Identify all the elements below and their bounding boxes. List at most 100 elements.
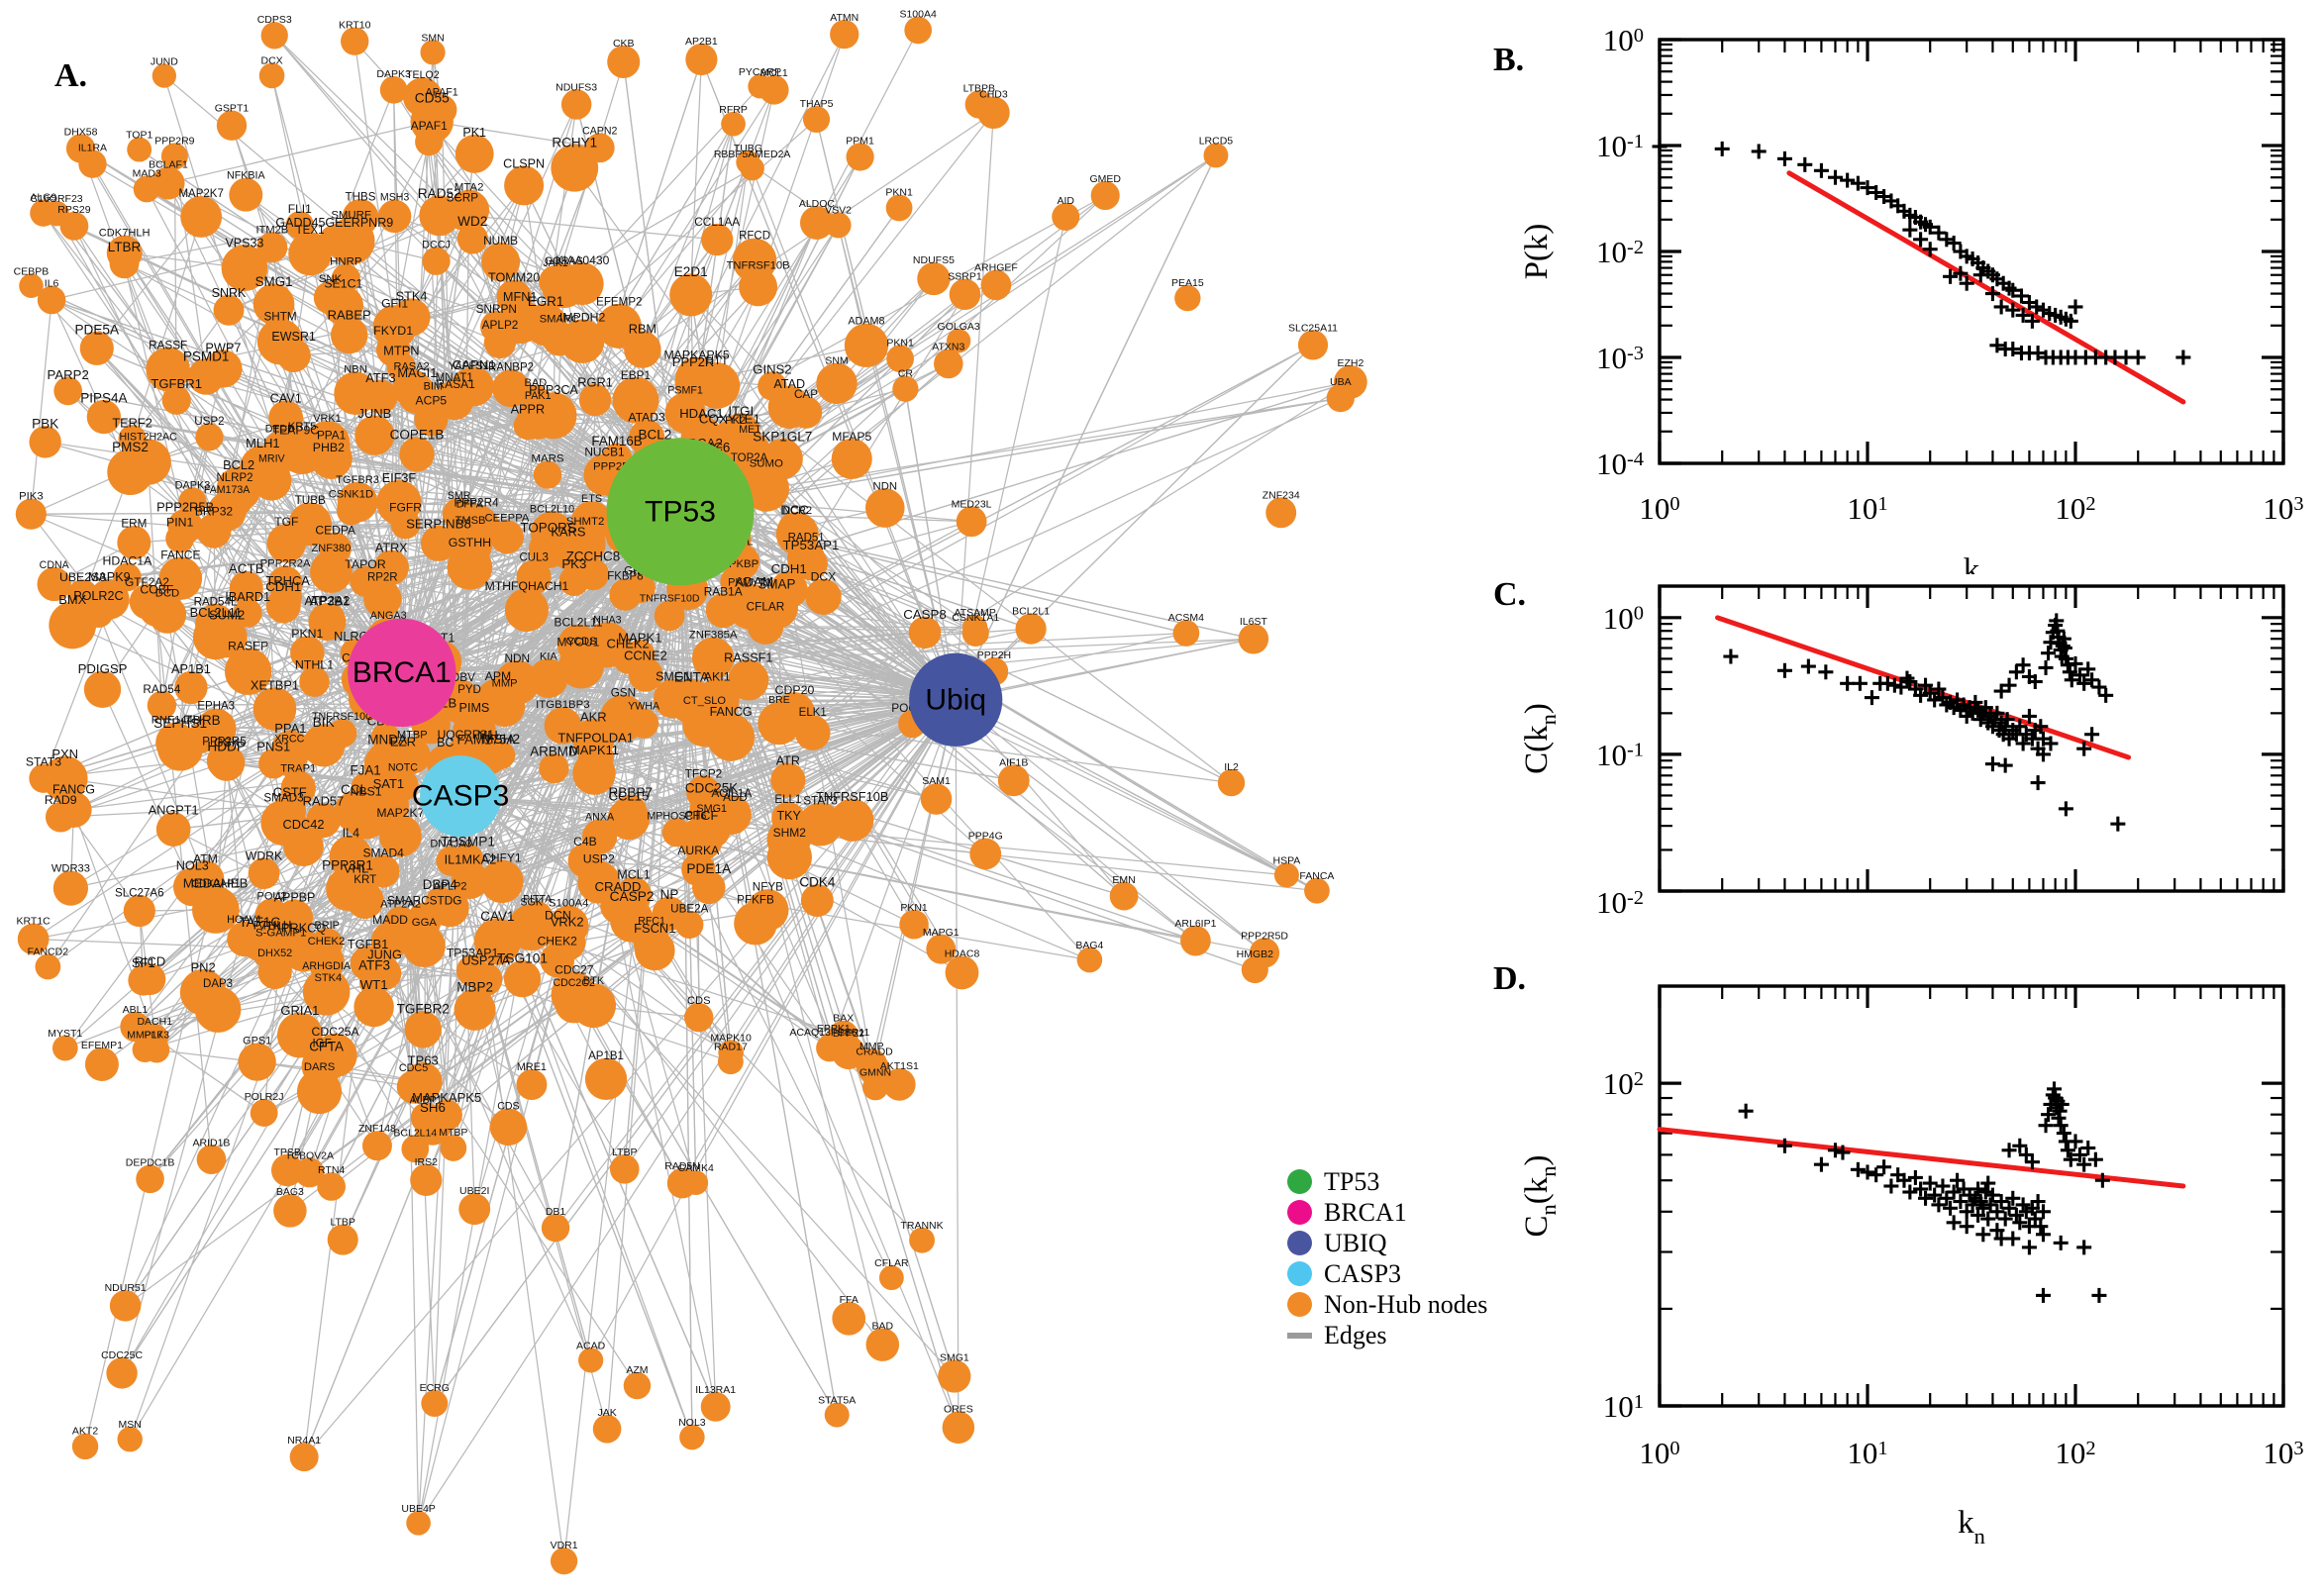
network-node[interactable] [908,616,942,649]
network-node[interactable] [1304,877,1330,904]
network-node[interactable] [354,415,395,455]
network-node[interactable] [917,261,951,296]
network-node[interactable] [572,751,616,795]
network-node[interactable] [770,762,806,798]
network-node[interactable] [422,247,451,275]
network-node[interactable] [53,376,83,406]
network-node[interactable] [675,910,704,940]
network-node[interactable] [550,1547,578,1575]
network-node[interactable] [152,63,177,88]
network-node[interactable] [800,884,834,918]
network-node[interactable] [551,144,599,192]
network-node[interactable] [758,74,789,105]
network-node[interactable] [378,814,422,857]
network-node[interactable] [147,690,177,721]
network-node[interactable] [331,263,360,293]
network-node[interactable] [798,802,843,847]
network-node[interactable] [799,206,834,240]
network-node[interactable] [560,262,604,306]
network-node[interactable] [129,584,165,620]
network-node[interactable] [45,802,76,833]
network-node[interactable] [700,1391,731,1422]
network-node[interactable] [127,137,152,162]
network-node[interactable] [296,1069,343,1115]
network-node[interactable] [196,1145,227,1174]
network-node[interactable] [559,319,605,363]
network-node[interactable] [308,603,347,642]
network-node[interactable] [270,1153,304,1187]
network-node[interactable] [252,687,297,731]
network-node[interactable] [86,399,122,435]
network-node[interactable] [120,1011,151,1043]
network-node[interactable] [691,637,735,679]
network-node[interactable] [285,211,315,240]
network-node[interactable] [350,565,381,597]
network-node[interactable] [289,1443,319,1472]
network-node[interactable] [273,1194,307,1228]
network-node[interactable] [945,955,979,990]
network-node[interactable] [1174,284,1201,312]
network-node[interactable] [155,812,191,847]
network-node[interactable] [305,802,342,839]
network-node[interactable] [489,520,524,554]
network-node[interactable] [1265,497,1297,529]
network-node[interactable] [623,1371,652,1400]
network-node[interactable] [1273,862,1299,888]
network-node[interactable] [864,488,905,528]
network-node[interactable] [789,396,823,429]
network-node[interactable] [949,278,981,311]
network-node[interactable] [51,1035,78,1061]
network-node[interactable] [319,225,351,256]
network-node[interactable] [30,199,57,227]
network-node[interactable] [694,678,740,723]
network-node[interactable] [117,1426,143,1452]
network-node[interactable] [195,423,224,451]
network-node[interactable] [997,764,1030,797]
network-node[interactable] [172,867,212,907]
network-node[interactable] [302,724,346,767]
network-node[interactable] [885,194,913,222]
hub-node-ubiq[interactable] [909,652,1003,747]
network-node[interactable] [684,1002,714,1033]
network-node[interactable] [607,797,651,841]
network-node[interactable] [49,601,97,649]
network-node[interactable] [221,245,268,292]
network-node[interactable] [878,1265,904,1291]
network-node[interactable] [794,715,831,750]
network-node[interactable] [1249,938,1280,968]
network-node[interactable] [401,1135,430,1163]
network-node[interactable] [701,223,734,256]
network-node[interactable] [342,199,379,236]
network-node[interactable] [1052,202,1080,231]
network-node[interactable] [404,1011,442,1048]
network-node[interactable] [539,752,569,784]
network-node[interactable] [248,857,280,890]
network-node[interactable] [1076,947,1103,973]
network-node[interactable] [15,498,47,530]
network-node[interactable] [483,685,526,728]
network-node[interactable] [370,922,410,960]
network-node[interactable] [187,357,225,395]
network-node[interactable] [392,298,431,337]
network-node[interactable] [451,367,486,403]
network-node[interactable] [174,670,208,705]
network-node[interactable] [276,1012,323,1058]
network-node[interactable] [403,77,443,117]
network-node[interactable] [238,1043,276,1081]
network-node[interactable] [721,413,760,451]
network-node[interactable] [528,658,568,699]
network-node[interactable] [882,1067,916,1101]
network-node[interactable] [165,524,195,553]
network-node[interactable] [252,283,295,326]
network-node[interactable] [486,741,516,770]
network-node[interactable] [584,1057,628,1101]
network-node[interactable] [106,235,143,271]
network-node[interactable] [282,930,325,972]
network-node[interactable] [224,648,272,695]
network-node[interactable] [71,1433,99,1460]
network-node[interactable] [938,1359,971,1393]
network-node[interactable] [846,143,874,171]
network-node[interactable] [934,349,963,379]
network-node[interactable] [233,598,262,628]
network-node[interactable] [106,1357,138,1389]
